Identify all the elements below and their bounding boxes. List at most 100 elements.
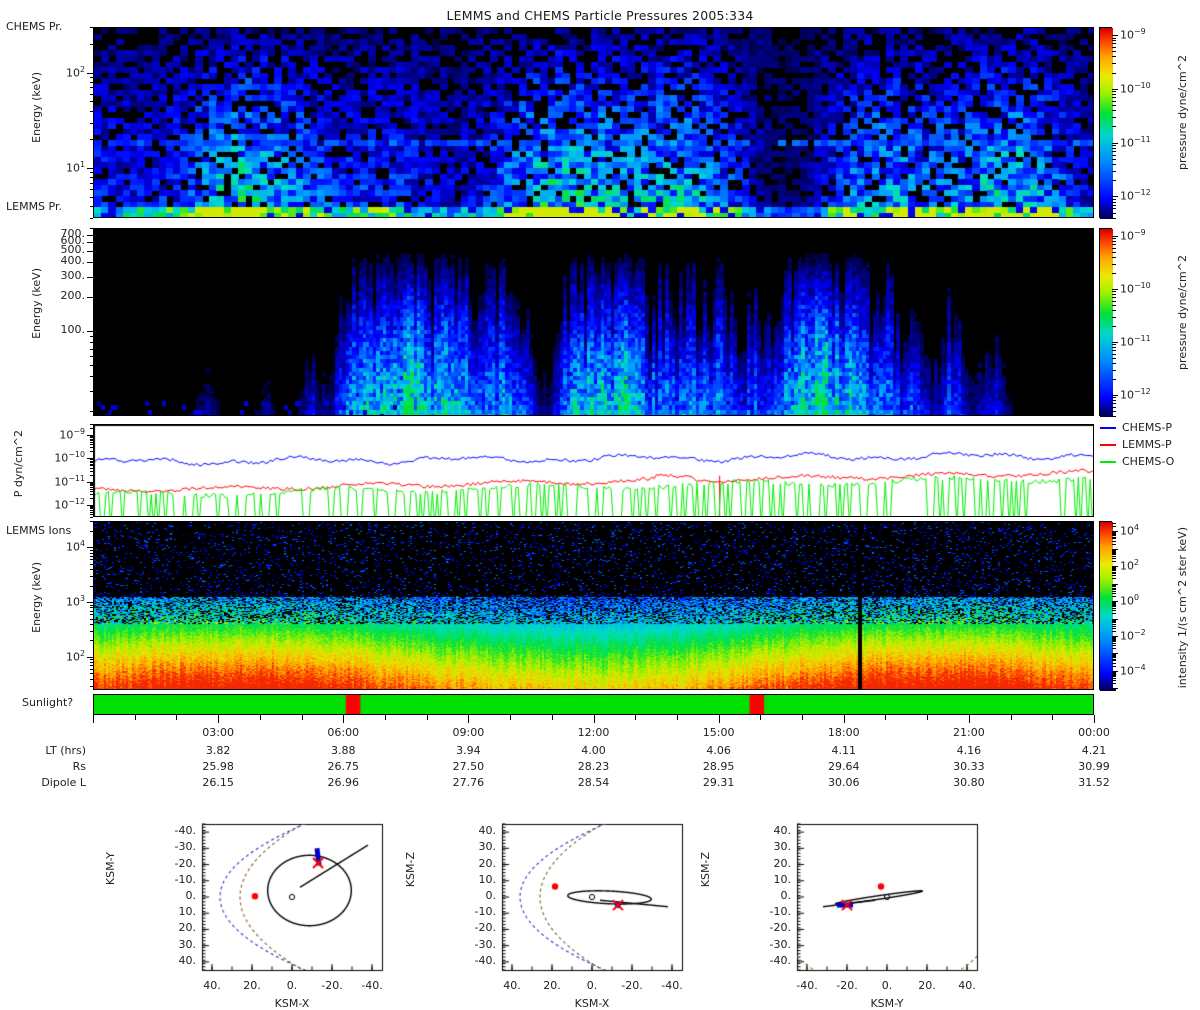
ephemeris-value: 4.11 xyxy=(831,744,857,757)
orbit-ytick-label: -20. xyxy=(474,921,496,935)
lemms-ions-panel[interactable] xyxy=(93,521,1094,690)
orbit-xtick-label: 20. xyxy=(543,979,561,992)
orbit-ytick-label: 30. xyxy=(773,840,792,854)
time-tick-label: 18:00 xyxy=(827,726,860,739)
orbit-ytick-label: 0. xyxy=(485,889,497,902)
orbit-xtick-label: 0. xyxy=(586,979,598,992)
ephemeris-value: 3.88 xyxy=(331,744,356,757)
orbit-ytick-label: 10. xyxy=(478,872,497,886)
time-tick-label: 00:00 xyxy=(1078,726,1110,739)
orbit-ytick-label: 10. xyxy=(178,905,197,919)
orbit-canvas xyxy=(150,818,390,998)
orbit-canvas xyxy=(745,818,985,998)
orbit-plot-ksm-xz[interactable] xyxy=(450,818,690,1002)
orbit-ytick-label: -30. xyxy=(174,840,196,854)
orbit-ytick-label: -10. xyxy=(474,905,496,919)
orbit-xlabel: KSM-X xyxy=(274,997,310,1010)
orbit-xtick-label: 0. xyxy=(881,979,893,992)
legend-label-lemms-p: LEMMS-P xyxy=(1122,438,1172,451)
chems-pressure-colorbar[interactable] xyxy=(1099,27,1113,219)
page-title: LEMMS and CHEMS Particle Pressures 2005:… xyxy=(446,8,754,23)
orbit-ytick-label: 0. xyxy=(780,889,792,902)
legend-label-chems-o: CHEMS-O xyxy=(1122,455,1175,468)
ephemeris-row-label: Dipole L xyxy=(41,776,86,789)
orbit-xlabel: KSM-Y xyxy=(870,997,904,1010)
ephemeris-value: 3.82 xyxy=(205,744,231,757)
orbit-xtick-label: 40. xyxy=(503,979,521,992)
ephemeris-value: 27.76 xyxy=(452,776,485,789)
orbit-canvas xyxy=(450,818,690,998)
colorbar-gradient xyxy=(1100,229,1113,417)
ephemeris-value: 26.96 xyxy=(327,776,360,789)
orbit-ytick-label: 10. xyxy=(773,872,792,886)
orbit-xtick-label: -40. xyxy=(361,979,383,992)
time-tick-label: 09:00 xyxy=(452,726,485,739)
colorbar-gradient xyxy=(1100,28,1113,219)
ephemeris-value: 25.98 xyxy=(202,760,234,773)
chems-pressure-spectrogram xyxy=(94,28,1093,217)
orbit-plot-ksm-yz[interactable] xyxy=(745,818,985,1002)
legend-swatch-chems-p xyxy=(1100,427,1116,429)
orbit-ytick-label: 40. xyxy=(773,824,792,838)
orbit-xtick-label: -20. xyxy=(621,979,643,992)
ephemeris-value: 26.75 xyxy=(327,760,360,773)
ephemeris-row-label: LT (hrs) xyxy=(45,744,86,757)
ephemeris-value: 30.06 xyxy=(828,776,860,789)
orbit-ytick-label: 20. xyxy=(773,856,792,870)
time-tick-label: 15:00 xyxy=(702,726,735,739)
ephemeris-value: 28.95 xyxy=(702,760,735,773)
lemms-pressure-colorbar[interactable] xyxy=(1099,228,1113,417)
ephemeris-row-label: Rs xyxy=(72,760,86,773)
orbit-ylabel: KSM-Z xyxy=(404,852,417,888)
pressure-line-plot xyxy=(94,425,1093,516)
ephemeris-value: 4.16 xyxy=(956,744,982,757)
ephemeris-value: 31.52 xyxy=(1078,776,1110,789)
orbit-plot-ksm-xy[interactable] xyxy=(150,818,390,1002)
orbit-xtick-label: 0. xyxy=(286,979,298,992)
orbit-xtick-label: -20. xyxy=(836,979,858,992)
ephemeris-value: 30.99 xyxy=(1078,760,1110,773)
lemms-pressure-spectrogram xyxy=(94,229,1093,415)
orbit-ylabel: KSM-Y xyxy=(104,852,117,886)
orbit-xlabel: KSM-X xyxy=(574,997,610,1010)
lemms-pressure-corner-label: LEMMS Pr. xyxy=(6,200,62,213)
orbit-xtick-label: -40. xyxy=(796,979,818,992)
orbit-ytick-label: -40. xyxy=(769,953,791,967)
orbit-ylabel: KSM-Z xyxy=(699,852,712,888)
orbit-xtick-label: 40. xyxy=(958,979,976,992)
orbit-xtick-label: 40. xyxy=(203,979,221,992)
pressure-line-panel[interactable] xyxy=(93,424,1094,517)
ephemeris-value: 29.64 xyxy=(828,760,860,773)
sunlight-indicator xyxy=(94,695,1093,714)
orbit-ytick-label: 20. xyxy=(178,921,197,935)
sunlight-label: Sunlight? xyxy=(22,696,74,709)
lemms-pressure-panel[interactable] xyxy=(93,228,1094,416)
ephemeris-value: 26.15 xyxy=(202,776,234,789)
orbit-ytick-label: 40. xyxy=(178,953,197,967)
orbit-xtick-label: 20. xyxy=(918,979,936,992)
ephemeris-value: 4.00 xyxy=(581,744,606,757)
orbit-ytick-label: 30. xyxy=(178,937,197,951)
orbit-xtick-label: -20. xyxy=(321,979,343,992)
ephemeris-value: 30.33 xyxy=(953,760,985,773)
colorbar-gradient xyxy=(1100,522,1113,691)
orbit-ytick-label: 0. xyxy=(185,889,197,902)
lemms-ions-corner-label: LEMMS Ions xyxy=(6,524,72,537)
ephemeris-value: 29.31 xyxy=(702,776,735,789)
orbit-ytick-label: -10. xyxy=(769,905,791,919)
ephemeris-value: 4.21 xyxy=(1081,744,1107,757)
ephemeris-value: 4.06 xyxy=(706,744,731,757)
time-tick-label: 03:00 xyxy=(202,726,234,739)
sunlight-bar[interactable] xyxy=(93,694,1094,715)
lemms-intensity-colorbar[interactable] xyxy=(1099,521,1113,691)
orbit-xtick-label: -40. xyxy=(661,979,683,992)
ephemeris-value: 28.23 xyxy=(577,760,610,773)
orbit-ytick-label: -20. xyxy=(769,921,791,935)
orbit-ytick-label: 40. xyxy=(478,824,497,838)
orbit-ytick-label: -30. xyxy=(769,937,791,951)
chems-pressure-panel[interactable] xyxy=(93,27,1094,218)
orbit-xtick-label: 20. xyxy=(243,979,261,992)
